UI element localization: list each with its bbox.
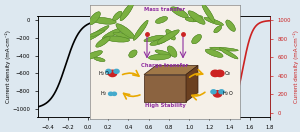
Ellipse shape (205, 49, 223, 57)
Polygon shape (144, 75, 186, 102)
Ellipse shape (202, 3, 215, 22)
Circle shape (106, 69, 111, 73)
Ellipse shape (92, 17, 116, 24)
Ellipse shape (150, 39, 166, 45)
Ellipse shape (113, 11, 122, 21)
Ellipse shape (113, 32, 132, 38)
Ellipse shape (133, 20, 148, 40)
Ellipse shape (102, 28, 122, 39)
Ellipse shape (113, 32, 132, 38)
Ellipse shape (129, 50, 137, 58)
Ellipse shape (210, 47, 238, 51)
Ellipse shape (155, 50, 171, 56)
Ellipse shape (104, 36, 130, 42)
Ellipse shape (171, 7, 188, 18)
Text: Charge transfer: Charge transfer (141, 63, 189, 68)
Ellipse shape (92, 17, 116, 24)
Circle shape (114, 69, 119, 73)
Ellipse shape (167, 46, 177, 57)
Ellipse shape (116, 24, 135, 38)
Ellipse shape (226, 20, 235, 31)
Text: Mass transfer: Mass transfer (144, 7, 186, 12)
Ellipse shape (155, 17, 167, 23)
Ellipse shape (87, 26, 109, 41)
Ellipse shape (94, 57, 105, 62)
Circle shape (109, 92, 113, 95)
Ellipse shape (96, 37, 110, 47)
Text: H$_2$O: H$_2$O (222, 89, 234, 98)
Ellipse shape (94, 57, 105, 62)
Ellipse shape (219, 48, 238, 59)
Ellipse shape (144, 35, 164, 42)
Ellipse shape (155, 17, 167, 23)
Circle shape (211, 70, 219, 77)
Ellipse shape (185, 17, 196, 22)
Y-axis label: Current density (mA·cm⁻²): Current density (mA·cm⁻²) (292, 30, 298, 103)
Ellipse shape (88, 30, 105, 37)
Polygon shape (144, 65, 198, 75)
Ellipse shape (188, 11, 205, 24)
Ellipse shape (113, 11, 122, 21)
Ellipse shape (148, 54, 171, 60)
Ellipse shape (129, 50, 137, 58)
Ellipse shape (84, 51, 102, 60)
Ellipse shape (120, 3, 134, 21)
Ellipse shape (150, 39, 166, 45)
Circle shape (108, 70, 117, 77)
Text: High Stability: High Stability (145, 103, 185, 109)
Ellipse shape (202, 3, 215, 22)
Text: O$_2$: O$_2$ (224, 69, 232, 78)
Ellipse shape (87, 26, 109, 41)
Ellipse shape (204, 17, 224, 25)
Ellipse shape (84, 51, 102, 60)
Text: H$_2$O: H$_2$O (98, 69, 109, 78)
Ellipse shape (157, 30, 179, 44)
Ellipse shape (219, 48, 238, 59)
Text: H$_2$: H$_2$ (100, 89, 107, 98)
Ellipse shape (193, 16, 203, 22)
Ellipse shape (167, 46, 177, 57)
Ellipse shape (148, 54, 171, 60)
Circle shape (216, 70, 224, 77)
Ellipse shape (192, 34, 201, 44)
Ellipse shape (166, 29, 175, 40)
Polygon shape (186, 65, 198, 102)
Ellipse shape (226, 20, 235, 31)
Ellipse shape (171, 7, 188, 18)
Circle shape (112, 92, 116, 95)
Ellipse shape (133, 20, 148, 40)
Ellipse shape (89, 12, 100, 25)
X-axis label: Potential (V vs. RHE): Potential (V vs. RHE) (122, 131, 186, 132)
FancyBboxPatch shape (90, 5, 240, 62)
Ellipse shape (96, 37, 110, 47)
Ellipse shape (192, 34, 201, 44)
Ellipse shape (214, 26, 222, 33)
Circle shape (213, 91, 222, 97)
Ellipse shape (193, 16, 203, 22)
Ellipse shape (214, 26, 222, 33)
Ellipse shape (155, 50, 171, 56)
Ellipse shape (166, 29, 175, 40)
Ellipse shape (144, 35, 164, 42)
Y-axis label: Current density (mA·cm⁻²): Current density (mA·cm⁻²) (4, 30, 10, 103)
Ellipse shape (204, 17, 224, 25)
Circle shape (219, 90, 224, 94)
Ellipse shape (102, 28, 122, 39)
Circle shape (211, 90, 216, 94)
Ellipse shape (120, 3, 134, 21)
Ellipse shape (88, 30, 105, 37)
Ellipse shape (210, 47, 238, 51)
Ellipse shape (188, 11, 205, 24)
Ellipse shape (157, 30, 179, 44)
Ellipse shape (104, 36, 130, 42)
Ellipse shape (205, 49, 223, 57)
Ellipse shape (185, 17, 196, 22)
Ellipse shape (89, 12, 100, 25)
Ellipse shape (116, 24, 135, 38)
